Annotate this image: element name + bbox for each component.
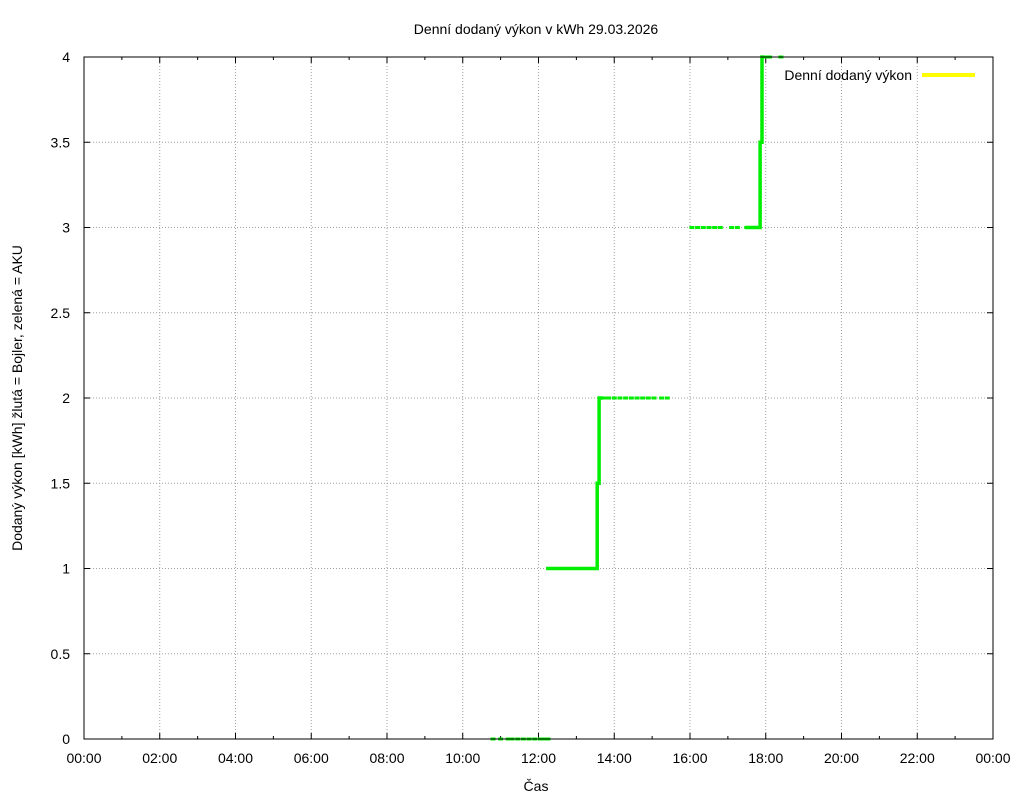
data-point <box>628 396 634 400</box>
y-tick-label: 3 <box>62 220 70 236</box>
data-point <box>602 396 608 400</box>
x-tick-label: 22:00 <box>900 750 935 766</box>
x-tick-label: 10:00 <box>445 750 480 766</box>
y-tick-label: 3.5 <box>51 134 71 150</box>
plot-frame <box>83 56 994 740</box>
x-tick-label: 12:00 <box>521 750 556 766</box>
x-tick-labels: 00:00 02:00 04:00 06:00 08:00 10:00 12:00 14:00… <box>66 750 1010 766</box>
y-tick-label: 1 <box>62 561 70 577</box>
data-point <box>700 226 706 229</box>
data-point <box>659 396 665 400</box>
x-tick-label: 08:00 <box>369 750 404 766</box>
x-axis-label: Čas <box>524 778 549 794</box>
chart-title: Denní dodaný výkon v kWh 29.03.2026 <box>414 21 659 37</box>
x-tick-label: 20:00 <box>824 750 859 766</box>
data-point <box>689 226 695 229</box>
x-tick-label: 14:00 <box>597 750 632 766</box>
data-point <box>712 226 718 229</box>
data-point <box>645 396 651 400</box>
y-tick-label: 4 <box>62 49 70 65</box>
data-point <box>634 396 640 400</box>
x-tick-label: 16:00 <box>672 750 707 766</box>
y-tick-label: 2.5 <box>51 305 71 321</box>
x-tick-label: 02:00 <box>142 750 177 766</box>
series-line-2 <box>546 396 603 571</box>
data-point <box>729 226 735 229</box>
y-axis-label: Dodaný výkon [kWh] žlutá = Bojler, zelen… <box>9 245 25 551</box>
data-point <box>623 396 629 400</box>
data-point <box>640 396 646 400</box>
y-tick-label: 2 <box>62 390 70 406</box>
data-point <box>617 396 623 400</box>
legend: Denní dodaný výkon <box>784 67 975 83</box>
x-tick-label: 06:00 <box>294 750 329 766</box>
y-tick-label: 1.5 <box>51 475 71 491</box>
y-tick-labels: 0 0.5 1 1.5 2 2.5 3 3.5 4 <box>51 49 71 747</box>
data-point <box>706 226 712 229</box>
y-tick-label: 0.5 <box>51 646 71 662</box>
y-tick-label: 0 <box>62 731 70 747</box>
legend-label: Denní dodaný výkon <box>784 67 912 83</box>
data-point <box>651 396 657 400</box>
x-tick-label: 04:00 <box>218 750 253 766</box>
data-point <box>695 226 701 229</box>
data-point <box>734 226 740 229</box>
x-tick-label: 00:00 <box>66 750 101 766</box>
data-point <box>611 396 617 400</box>
data-point <box>606 396 612 400</box>
data-point <box>664 396 670 400</box>
x-tick-label: 18:00 <box>748 750 783 766</box>
x-tick-label: 00:00 <box>975 750 1010 766</box>
data-point <box>717 226 723 229</box>
